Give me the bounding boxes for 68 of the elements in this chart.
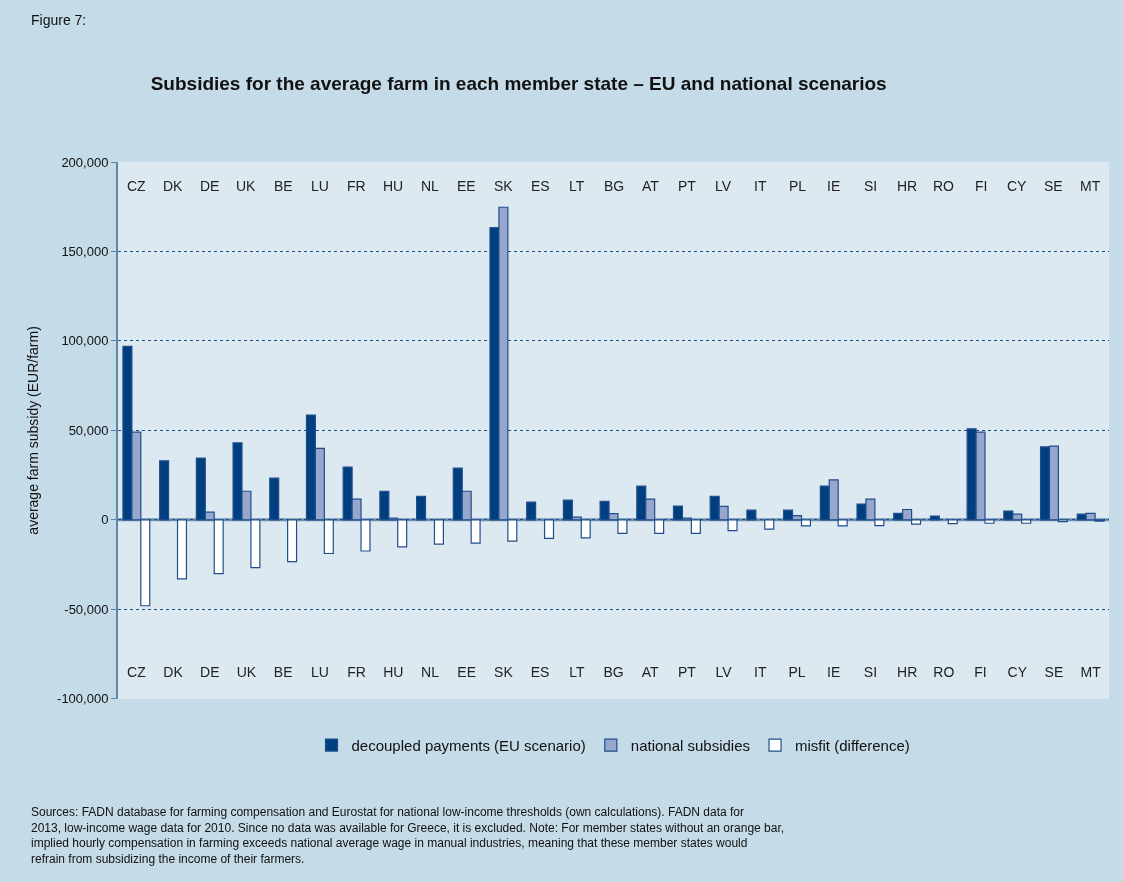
category-label: BE	[273, 664, 293, 681]
category-label: PT	[677, 664, 696, 681]
caption: Figure 7:	[31, 12, 87, 28]
category-label: CY	[1007, 664, 1027, 681]
y-tick-label: -100,000	[57, 691, 109, 707]
category-label: SI	[863, 664, 878, 681]
x-tick-label: AT	[642, 178, 660, 194]
category-label: CZ	[127, 664, 146, 681]
category-label: IE	[827, 664, 841, 681]
category-label: DE	[200, 664, 220, 681]
category-label: DK	[163, 664, 183, 681]
y-tick-label: 200,000	[61, 154, 109, 170]
x-tick-label: CZ	[127, 178, 147, 194]
category-label: SE	[1044, 664, 1064, 681]
x-tick-label: MT	[1080, 178, 1101, 194]
x-tick-label: PT	[678, 178, 697, 194]
category-label: BG	[603, 664, 624, 681]
category-label: IT	[754, 664, 767, 681]
y-tick-label: -50,000	[64, 601, 109, 617]
y-tick-label: 100,000	[61, 333, 109, 349]
legend-label: decoupled payments (EU scenario)	[351, 736, 586, 754]
category-label: AT	[641, 664, 659, 681]
category-label: HU	[383, 664, 404, 681]
chart-title: Subsidies for the average farm in each member state – EU and national scenarios	[150, 73, 887, 95]
x-tick-label: HU	[383, 178, 404, 194]
category-label: ES	[530, 664, 550, 681]
x-tick-label: PL	[789, 178, 807, 194]
x-tick-label: FR	[347, 178, 366, 194]
category-label: MT	[1080, 664, 1101, 681]
x-tick-label: BG	[604, 178, 625, 194]
category-label: NL	[421, 664, 439, 681]
x-tick-label: NL	[421, 178, 440, 194]
x-tick-label: DE	[200, 178, 220, 194]
x-tick-label: DK	[163, 178, 184, 194]
x-tick-label: LV	[715, 178, 732, 194]
x-tick-label: BE	[274, 178, 293, 194]
x-tick-label: HR	[897, 178, 918, 194]
x-tick-label: IT	[754, 178, 767, 194]
category-label: LU	[310, 664, 329, 681]
y-tick-label: 150,000	[61, 244, 109, 260]
x-tick-label: SE	[1044, 178, 1063, 194]
y-tick-label: 50,000	[68, 422, 109, 438]
legend-label: national subsidies	[630, 736, 751, 754]
category-label: LT	[569, 664, 585, 681]
category-label: FI	[974, 664, 987, 681]
x-tick-label: LU	[311, 178, 329, 194]
x-tick-label: EE	[457, 178, 476, 194]
x-tick-label: CY	[1007, 178, 1028, 194]
legend-label: misfit (difference)	[795, 736, 910, 754]
x-tick-label: ES	[531, 178, 550, 194]
category-label: RO	[933, 664, 955, 681]
category-label: HR	[897, 664, 918, 681]
category-label: PL	[788, 664, 806, 681]
y-tick-label: 0	[101, 512, 109, 528]
category-label: EE	[457, 664, 477, 681]
category-label: FR	[347, 664, 366, 681]
x-tick-label: RO	[933, 178, 955, 194]
category-label: UK	[236, 664, 257, 681]
x-tick-label: FI	[975, 178, 988, 194]
x-tick-label: UK	[236, 178, 257, 194]
x-tick-label: LT	[569, 178, 585, 194]
source-note: Sources: FADN database for farming compensation and Eurostat for national low-income thresholds (own calculations). FADN data for 2013, low-income wage data for 2010. Since no data was available for Greece, it is excluded. Note: For member states without an orange bar, implied hourly compensation in farming exceeds national average wage in manual industries, meaning that these member states would refrain from subsidizing the income of their farmers.	[31, 805, 785, 866]
x-tick-label: IE	[827, 178, 841, 194]
x-tick-label: SK	[494, 178, 514, 194]
x-tick-label: SI	[864, 178, 878, 194]
category-label: SK	[494, 664, 513, 681]
category-label: LV	[715, 664, 732, 681]
y-axis-title: average farm subsidy (EUR/farm)	[25, 326, 42, 535]
